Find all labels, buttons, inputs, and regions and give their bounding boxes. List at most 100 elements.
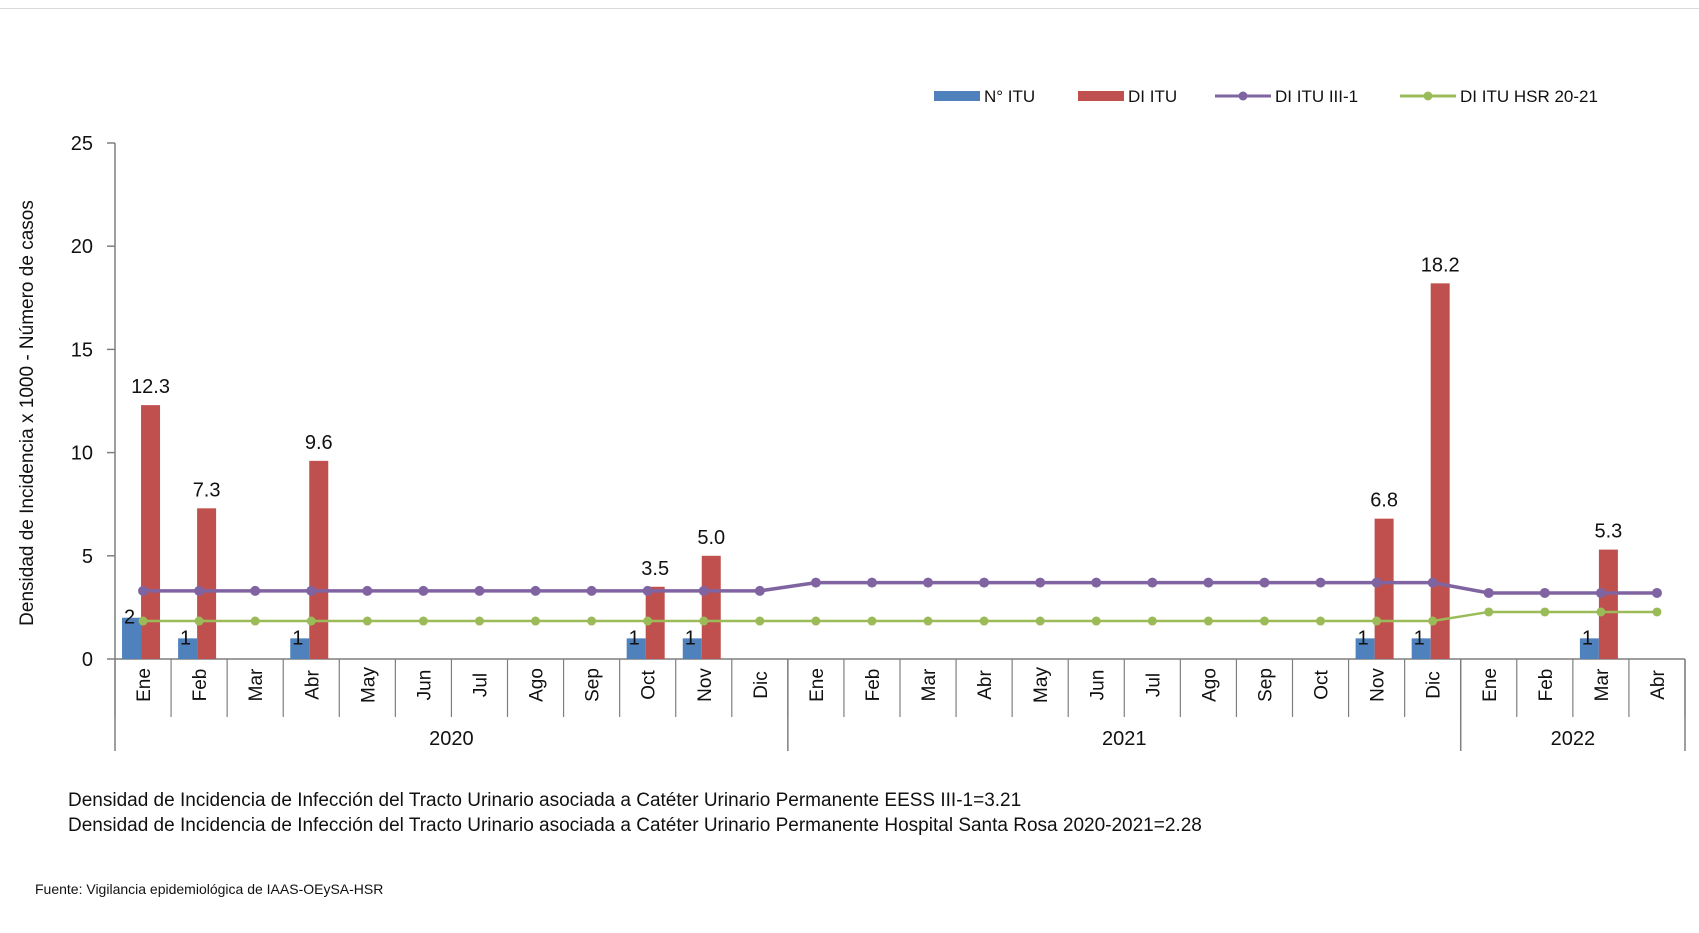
point-di-itu-iii1 (811, 578, 821, 588)
point-di-itu-iii1 (250, 586, 260, 596)
y-tick-label: 0 (82, 649, 93, 671)
point-di-itu-iii1 (1540, 588, 1550, 598)
point-di-itu-iii1 (362, 586, 372, 596)
month-label: Feb (190, 669, 211, 702)
month-label: Ene (134, 668, 155, 702)
point-di-itu-iii1 (1259, 578, 1269, 588)
point-di-itu-iii1 (1316, 578, 1326, 588)
legend-di-itu-iii1-label: DI ITU III-1 (1275, 87, 1358, 106)
month-label: May (1031, 667, 1052, 703)
point-di-itu-iii1 (1091, 578, 1101, 588)
legend-n-itu-swatch (934, 91, 980, 101)
bar-label-n-itu: 1 (685, 627, 696, 649)
point-di-itu-iii1 (979, 578, 989, 588)
y-tick-label: 15 (71, 339, 93, 361)
point-di-itu-hsr (924, 617, 933, 626)
point-di-itu-iii1 (1484, 588, 1494, 598)
point-di-itu-hsr (1204, 617, 1213, 626)
point-di-itu-hsr (1540, 607, 1549, 616)
month-label: Jun (1087, 670, 1108, 701)
month-label: Feb (1536, 669, 1557, 702)
legend-di-itu-iii1-marker (1239, 92, 1248, 101)
bar-label-di-itu: 18.2 (1421, 254, 1460, 276)
y-tick-label: 20 (71, 236, 93, 258)
month-label: Sep (583, 668, 604, 702)
month-label: Ene (807, 668, 828, 702)
point-di-itu-hsr (980, 617, 989, 626)
legend-di-itu-label: DI ITU (1128, 87, 1177, 106)
point-di-itu-iii1 (1428, 578, 1438, 588)
bar-di-itu (1431, 283, 1450, 659)
point-di-itu-iii1 (1652, 588, 1662, 598)
bar-label-di-itu: 5.3 (1594, 521, 1622, 543)
y-tick-label: 10 (71, 443, 93, 465)
note-hsr: Densidad de Incidencia de Infección del … (68, 815, 1202, 837)
point-di-itu-hsr (1596, 607, 1605, 616)
bar-label-n-itu: 1 (292, 627, 303, 649)
month-label: Jul (470, 673, 491, 697)
point-di-itu-hsr (867, 617, 876, 626)
month-label: Abr (302, 670, 323, 700)
bar-di-itu (197, 508, 216, 659)
bar-label-n-itu: 1 (629, 627, 640, 649)
point-di-itu-hsr (1316, 617, 1325, 626)
bar-di-itu (1375, 519, 1394, 659)
bar-label-di-itu: 5.0 (697, 527, 725, 549)
bar-label-n-itu: 1 (1358, 627, 1369, 649)
bar-label-di-itu: 3.5 (641, 558, 669, 580)
point-di-itu-iii1 (306, 586, 316, 596)
point-di-itu-hsr (1260, 617, 1269, 626)
point-di-itu-iii1 (531, 586, 541, 596)
month-label: Jul (1143, 673, 1164, 697)
point-di-itu-hsr (1428, 617, 1437, 626)
bar-label-di-itu: 6.8 (1370, 490, 1398, 512)
point-di-itu-hsr (139, 617, 148, 626)
point-di-itu-iii1 (923, 578, 933, 588)
point-di-itu-hsr (587, 617, 596, 626)
legend-di-itu-hsr-label: DI ITU HSR 20-21 (1460, 87, 1598, 106)
point-di-itu-iii1 (418, 586, 428, 596)
point-di-itu-iii1 (755, 586, 765, 596)
bar-label-di-itu: 9.6 (305, 432, 333, 454)
point-di-itu-iii1 (1372, 578, 1382, 588)
month-label: Nov (1368, 668, 1389, 702)
point-di-itu-hsr (419, 617, 428, 626)
bar-di-itu (309, 461, 328, 659)
source-note: Fuente: Vigilancia epidemiológica de IAA… (35, 881, 383, 897)
month-label: Oct (639, 670, 660, 700)
point-di-itu-hsr (531, 617, 540, 626)
point-di-itu-hsr (195, 617, 204, 626)
month-label: Mar (919, 668, 940, 701)
point-di-itu-hsr (307, 617, 316, 626)
bar-di-itu (702, 556, 721, 659)
point-di-itu-hsr (251, 617, 260, 626)
point-di-itu-iii1 (1035, 578, 1045, 588)
month-label: Oct (1312, 670, 1333, 700)
month-label: May (358, 667, 379, 703)
month-label: Ago (1199, 668, 1220, 702)
point-di-itu-iii1 (1147, 578, 1157, 588)
bar-di-itu (1599, 550, 1618, 659)
point-di-itu-iii1 (643, 586, 653, 596)
point-di-itu-hsr (1372, 617, 1381, 626)
point-di-itu-iii1 (194, 586, 204, 596)
bar-label-n-itu: 1 (1414, 627, 1425, 649)
bar-label-di-itu: 12.3 (131, 376, 170, 398)
note-eess: Densidad de Incidencia de Infección del … (68, 790, 1021, 812)
point-di-itu-iii1 (867, 578, 877, 588)
month-label: Nov (695, 668, 716, 702)
point-di-itu-iii1 (699, 586, 709, 596)
month-label: Dic (1424, 671, 1445, 698)
point-di-itu-hsr (1036, 617, 1045, 626)
month-label: Abr (975, 670, 996, 700)
point-di-itu-hsr (475, 617, 484, 626)
y-tick-label: 5 (82, 546, 93, 568)
month-label: Dic (751, 671, 772, 698)
year-label: 2020 (429, 728, 474, 750)
point-di-itu-hsr (699, 617, 708, 626)
point-di-itu-hsr (755, 617, 764, 626)
legend-n-itu-label: N° ITU (984, 87, 1035, 106)
bar-label-di-itu: 7.3 (193, 479, 221, 501)
bar-label-n-itu: 1 (180, 627, 191, 649)
bar-label-n-itu: 2 (124, 607, 135, 629)
